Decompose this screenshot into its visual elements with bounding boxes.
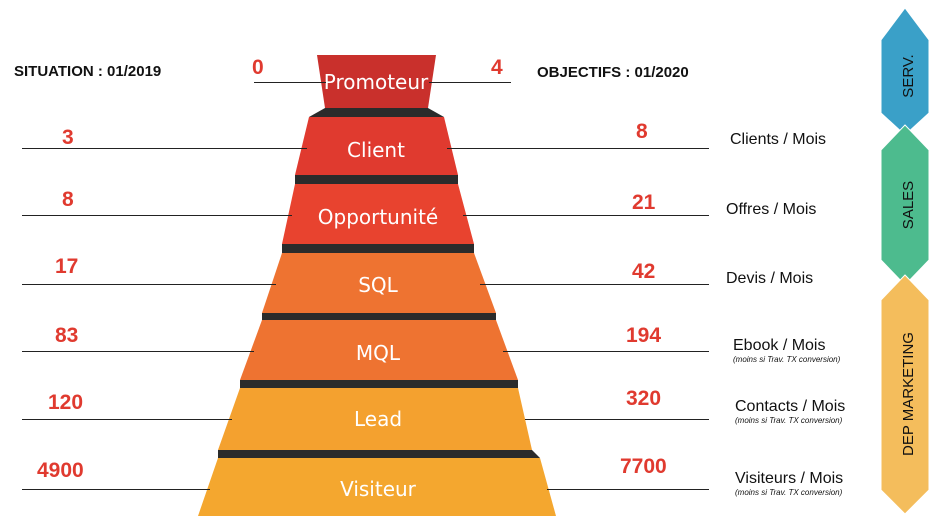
stage-label-opportunite: Opportunité [318,205,439,229]
funnel-stage-sql [262,253,496,313]
unit-opportunite: Offres / Mois [726,201,816,219]
unit-client: Clients / Mois [730,131,826,149]
unit-lead: Contacts / Mois (moins si Trav. TX conve… [735,398,845,426]
funnel-shadow-slab [282,244,474,253]
dept-chevron-serv [880,7,930,136]
unit-text-sql: Devis / Mois [726,270,814,287]
unit-note-lead: (moins si Trav. TX conversion) [735,416,843,425]
rule-left-promoteur [254,82,326,83]
funnel-shadow-slab [240,380,518,388]
rule-left-client [22,148,307,149]
unit-text-mql: Ebook / Mois [733,337,826,354]
unit-sql: Devis / Mois [726,270,813,288]
funnel-shadow-slab [218,450,540,458]
funnel-stage-opportunite [282,184,474,244]
objectif-value-promoteur: 4 [491,56,503,79]
rule-left-sql [22,284,276,285]
funnel-shadow-slab [295,175,458,184]
unit-visiteur: Visiteurs / Mois (moins si Trav. TX conv… [735,470,843,498]
stage-label-lead: Lead [354,407,402,431]
objectif-value-visiteur: 7700 [620,455,667,478]
unit-note-visiteur: (moins si Trav. TX conversion) [735,488,843,497]
objectif-value-mql: 194 [626,324,662,347]
funnel-shadow-slab [262,313,496,320]
dept-label-marketing: DEP MARKETING [900,332,917,456]
objectif-value-sql: 42 [632,260,656,283]
stage-label-client: Client [347,138,405,162]
unit-note-mql: (moins si Trav. TX conversion) [733,355,841,364]
stage-label-visiteur: Visiteur [340,477,417,501]
situation-value-opportunite: 8 [62,188,74,211]
unit-text-client: Clients / Mois [730,131,827,148]
funnel-stage-promoteur [317,55,436,108]
funnel-shadows [218,108,540,458]
objectif-value-client: 8 [636,120,648,143]
rule-right-opportunite [463,215,709,216]
funnel-stage-client [295,117,458,175]
dept-chevron-marketing [880,274,930,515]
unit-text-opportunite: Offres / Mois [726,201,817,218]
rule-right-promoteur [429,82,511,83]
rule-left-visiteur [22,489,210,490]
stage-label-mql: MQL [356,341,401,365]
situation-value-visiteur: 4900 [37,459,84,482]
situation-value-promoteur: 0 [252,56,264,79]
stage-label-promoteur: Promoteur [324,70,429,94]
funnel-stage-visiteur [198,458,556,516]
situation-value-client: 3 [62,126,74,149]
objectif-value-opportunite: 21 [632,191,656,214]
unit-text-lead: Contacts / Mois [735,398,846,415]
stage-label-sql: SQL [358,273,398,297]
funnel-stages [198,55,556,516]
rule-left-mql [22,351,254,352]
rule-right-visiteur [547,489,709,490]
rule-right-lead [525,419,709,420]
rule-left-lead [22,419,232,420]
rule-right-client [447,148,709,149]
dept-chevron-sales [880,124,930,286]
rule-left-opportunite [22,215,292,216]
funnel-stage-lead [218,388,532,450]
situation-value-lead: 120 [48,391,84,414]
rule-right-sql [480,284,709,285]
dept-label-serv: SERV. [900,54,917,97]
unit-mql: Ebook / Mois (moins si Trav. TX conversi… [733,337,840,365]
dept-label-sales: SALES [900,181,917,229]
rule-right-mql [503,351,709,352]
funnel-stage-mql [240,320,518,380]
objectifs-header: OBJECTIFS : 01/2020 [537,64,689,81]
objectif-value-lead: 320 [626,387,662,410]
situation-header: SITUATION : 01/2019 [14,63,162,80]
unit-text-visiteur: Visiteurs / Mois [735,470,844,487]
funnel-shadow-slab [309,108,444,117]
situation-value-mql: 83 [55,324,79,347]
situation-value-sql: 17 [55,255,79,278]
